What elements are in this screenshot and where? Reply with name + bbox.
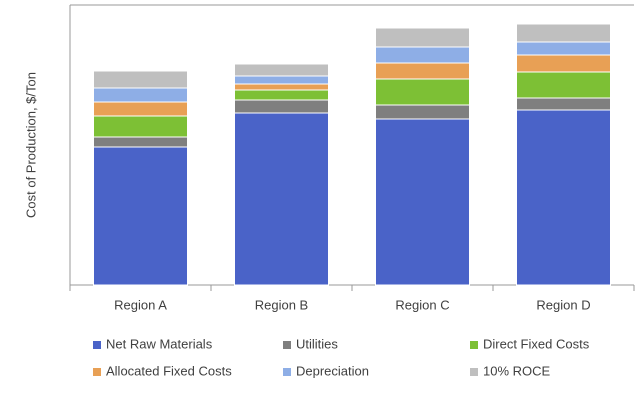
bar-segment	[234, 63, 329, 77]
bar-segment	[516, 109, 611, 286]
legend-swatch	[470, 341, 478, 349]
bar-segment	[234, 75, 329, 85]
legend-label: Utilities	[296, 336, 338, 351]
bar-segment	[93, 70, 188, 89]
x-tick-label: Region C	[395, 297, 449, 312]
legend-swatch	[283, 341, 291, 349]
x-tick-label: Region B	[255, 297, 308, 312]
bar-segment	[234, 112, 329, 286]
legend-swatch	[93, 341, 101, 349]
x-tick-label: Region D	[536, 297, 590, 312]
bar-segment	[93, 115, 188, 138]
bar-segment	[516, 71, 611, 99]
bar-segment	[375, 27, 470, 48]
bar-segment	[516, 41, 611, 56]
bar-segment	[93, 136, 188, 148]
bar-segment	[234, 89, 329, 101]
bar-segment	[375, 104, 470, 120]
bar-segment	[375, 118, 470, 286]
bar-segment	[516, 97, 611, 111]
legend-label: Net Raw Materials	[106, 336, 213, 351]
legend-swatch	[470, 368, 478, 376]
bar-segment	[375, 62, 470, 80]
legend-label: 10% ROCE	[483, 363, 551, 378]
legend-label: Direct Fixed Costs	[483, 336, 590, 351]
legend-label: Depreciation	[296, 363, 369, 378]
y-axis-label: Cost of Production, $/Ton	[23, 72, 38, 218]
bar-segment	[516, 54, 611, 73]
bar-segment	[93, 87, 188, 103]
bar-segment	[234, 83, 329, 91]
bar-segment	[234, 99, 329, 114]
bar-segment	[516, 23, 611, 43]
x-tick-label: Region A	[114, 297, 167, 312]
legend-swatch	[283, 368, 291, 376]
bar-segment	[93, 101, 188, 117]
legend-swatch	[93, 368, 101, 376]
bar-segment	[93, 146, 188, 286]
bar-segment	[375, 46, 470, 64]
bar-segment	[375, 78, 470, 106]
legend-label: Allocated Fixed Costs	[106, 363, 232, 378]
